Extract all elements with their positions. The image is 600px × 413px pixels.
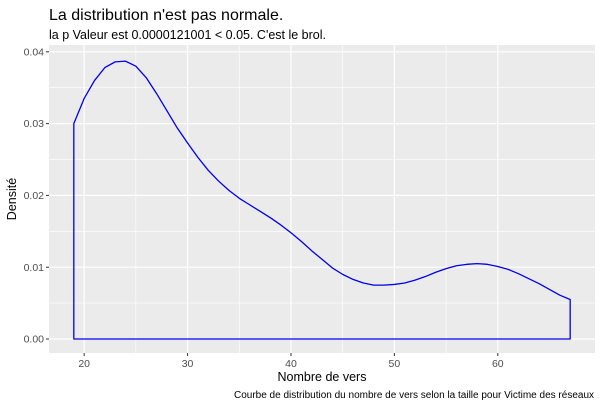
y-tick-label: 0.02 <box>24 190 45 202</box>
y-axis-label: Densité <box>5 178 19 220</box>
x-tick-label: 20 <box>78 358 90 370</box>
x-axis-label: Nombre de vers <box>278 370 367 384</box>
y-tick-label: 0.04 <box>24 46 45 58</box>
density-line <box>73 60 571 340</box>
x-tick-label: 50 <box>389 358 401 370</box>
y-tick-label: 0.03 <box>24 118 45 130</box>
x-tick-label: 40 <box>285 358 297 370</box>
y-tick-label: 0.01 <box>24 262 45 274</box>
y-tick-label: 0.00 <box>24 334 45 346</box>
axis-ticks: 20 30 40 50 60 0.00 0.01 0.02 0.03 0.04 <box>24 46 504 370</box>
chart-caption: Courbe de distribution du nombre de vers… <box>234 390 594 401</box>
data-layer <box>73 60 571 340</box>
plot-panel <box>49 45 595 353</box>
chart-title: La distribution n'est pas normale. <box>49 7 283 24</box>
x-tick-label: 30 <box>182 358 194 370</box>
x-tick-label: 60 <box>492 358 504 370</box>
chart-subtitle: la p Valeur est 0.0000121001 < 0.05. C'e… <box>49 28 326 42</box>
